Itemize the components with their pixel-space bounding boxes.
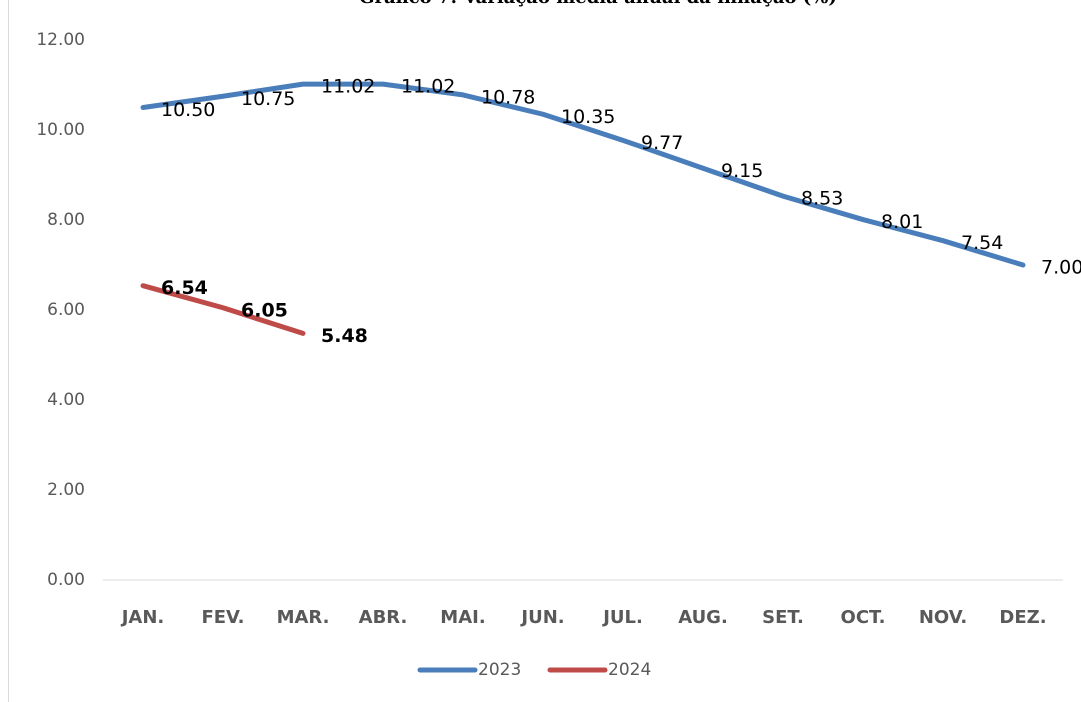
x-tick-label: JUN. <box>519 607 564 628</box>
legend-label: 2024 <box>608 660 651 680</box>
x-tick-label: JUL. <box>601 607 643 628</box>
line-series <box>140 81 1026 268</box>
x-tick-label: MAI. <box>440 607 485 628</box>
data-label: 10.35 <box>561 106 615 128</box>
data-label: 7.00 <box>1041 257 1081 279</box>
y-tick-label: 8.00 <box>47 210 85 230</box>
x-tick-label: NOV. <box>919 607 967 628</box>
data-label: 10.75 <box>241 88 295 110</box>
data-label: 10.78 <box>481 86 535 108</box>
data-label: 9.77 <box>641 132 683 154</box>
data-label: 6.54 <box>161 277 208 299</box>
y-tick-label: 4.00 <box>47 390 85 410</box>
x-tick-label: FEV. <box>201 607 244 628</box>
x-tick-label: SET. <box>762 607 804 628</box>
x-tick-label: ABR. <box>359 607 408 628</box>
data-label: 9.15 <box>721 160 763 182</box>
y-tick-label: 6.00 <box>47 300 85 320</box>
data-label: 7.54 <box>961 232 1003 254</box>
data-label: 8.01 <box>881 211 923 233</box>
x-tick-label: MAR. <box>277 607 330 628</box>
y-tick-label: 10.00 <box>36 120 85 140</box>
data-label: 8.53 <box>801 188 843 210</box>
y-tick-label: 12.00 <box>36 30 85 50</box>
data-label: 11.02 <box>321 76 375 98</box>
x-tick-label: JAN. <box>120 607 165 628</box>
x-tick-label: OCT. <box>841 607 886 628</box>
data-label: 5.48 <box>321 325 368 347</box>
y-tick-label: 0.00 <box>47 570 85 590</box>
legend-label: 2023 <box>478 660 521 680</box>
y-tick-label: 2.00 <box>47 480 85 500</box>
x-tick-label: DEZ. <box>999 607 1046 628</box>
x-tick-label: AUG. <box>678 607 728 628</box>
data-label: 10.50 <box>161 99 215 121</box>
data-label: 6.05 <box>241 299 288 321</box>
line-series <box>140 283 306 336</box>
chart-title: Gráfico 7: Variação média anual da infla… <box>359 0 837 8</box>
data-label: 11.02 <box>401 76 455 98</box>
